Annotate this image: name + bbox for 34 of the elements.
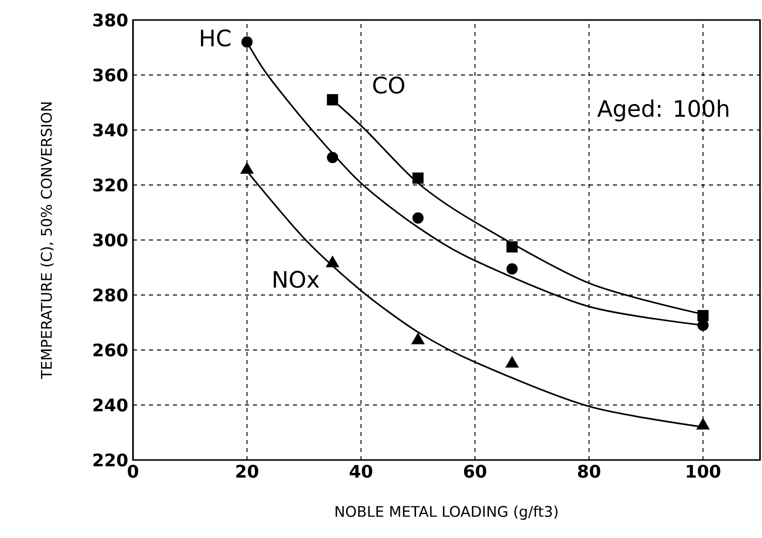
point bbox=[697, 320, 709, 331]
annotation: Aged: 100h bbox=[597, 99, 728, 122]
point bbox=[326, 256, 340, 268]
point bbox=[506, 241, 518, 252]
y-tick-label: 340 bbox=[93, 123, 128, 137]
x-tick-label: 80 bbox=[578, 464, 600, 478]
y-tick-label: 320 bbox=[93, 178, 128, 192]
y-tick-label: 240 bbox=[93, 398, 128, 412]
point bbox=[412, 212, 424, 224]
y-axis-title: TEMPERATURE (C), 50% CONVERSION bbox=[40, 102, 54, 380]
y-tick-label: 280 bbox=[93, 288, 128, 302]
x-tick-label: 20 bbox=[236, 464, 258, 478]
point bbox=[411, 332, 425, 344]
x-tick-label: 60 bbox=[464, 464, 486, 478]
y-tick-label: 300 bbox=[93, 233, 128, 247]
x-tick-label: 40 bbox=[350, 464, 372, 478]
point bbox=[326, 152, 338, 164]
point bbox=[505, 356, 519, 368]
x-tick-label: 100 bbox=[686, 464, 720, 478]
y-tick-label: 260 bbox=[93, 343, 128, 357]
x-tick-label: 0 bbox=[128, 464, 138, 478]
x-axis-title: NOBLE METAL LOADING (g/ft3) bbox=[336, 506, 558, 520]
point bbox=[241, 36, 253, 48]
y-tick-label: 380 bbox=[93, 13, 128, 27]
point bbox=[697, 310, 709, 322]
point bbox=[696, 418, 710, 430]
series-label: CO bbox=[373, 76, 404, 94]
series-label: NOx bbox=[274, 270, 320, 288]
point bbox=[506, 263, 518, 274]
y-tick-label: 360 bbox=[93, 68, 128, 82]
point bbox=[326, 94, 338, 106]
y-tick-label: 220 bbox=[93, 453, 128, 467]
series-label: HC bbox=[200, 29, 230, 47]
point bbox=[412, 172, 424, 184]
